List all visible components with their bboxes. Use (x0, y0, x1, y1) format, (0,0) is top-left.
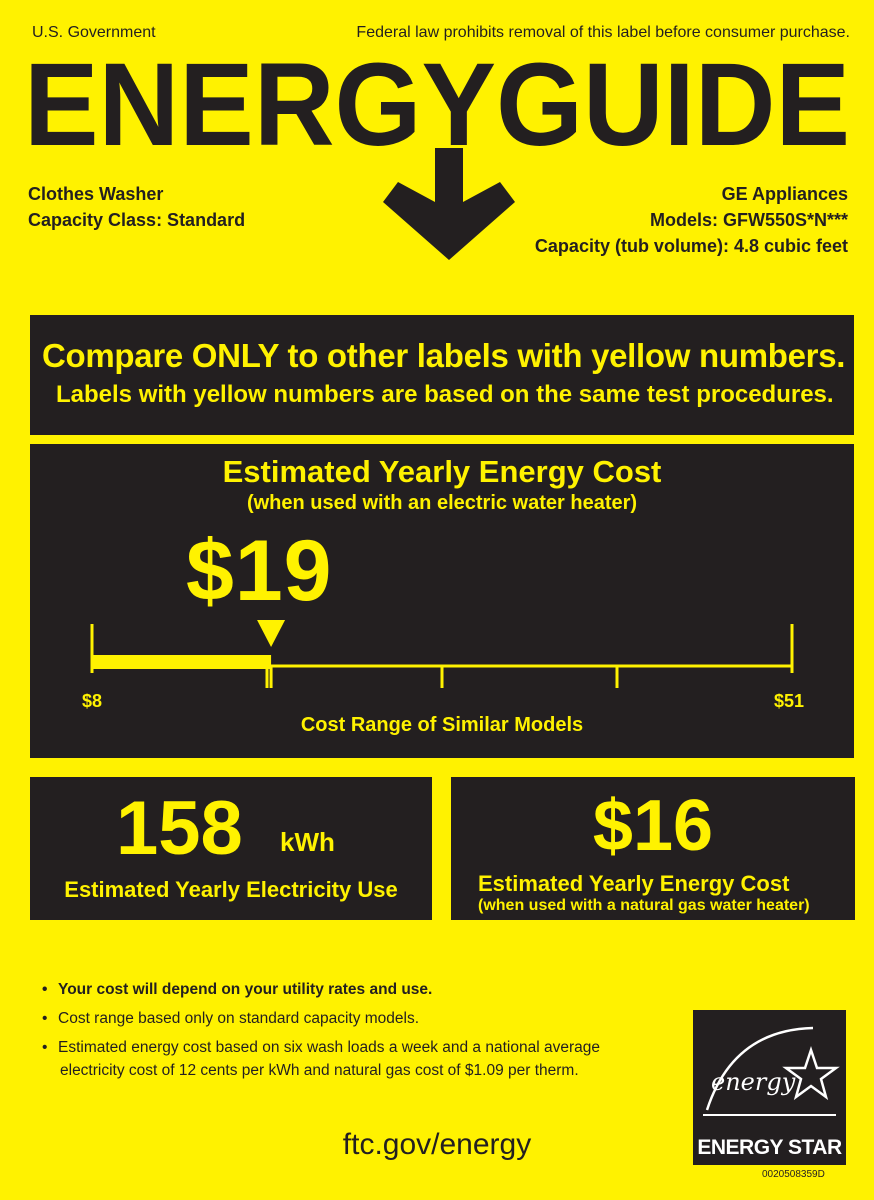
star-icon (782, 1046, 840, 1101)
note-text-3b: electricity cost of 12 cents per kWh and… (60, 1062, 579, 1079)
range-min-label: $8 (82, 691, 103, 711)
scale-fill-bar (92, 655, 272, 669)
gas-cost-value: $16 (592, 786, 714, 866)
energy-star-emblem-icon: energy (703, 1026, 840, 1116)
range-max-label: $51 (774, 691, 805, 711)
note-text-2: Cost range based only on standard capaci… (58, 1010, 420, 1027)
electricity-use-label: Estimated Yearly Electricity Use (64, 877, 398, 902)
down-arrow-icon (383, 148, 515, 260)
cost-marker-triangle (257, 620, 286, 647)
note-item: Cost range based only on standard capaci… (42, 1004, 642, 1033)
federal-notice: Federal law prohibits removal of this la… (356, 24, 850, 41)
electricity-use-panel: 158 kWh Estimated Yearly Electricity Use (30, 777, 432, 920)
notes-list: Your cost will depend on your utility ra… (42, 975, 642, 1062)
electric-cost-subtitle: (when used with an electric water heater… (246, 492, 638, 514)
manufacturer: GE Appliances (721, 184, 848, 204)
capacity-class: Capacity Class: Standard (28, 210, 246, 230)
energy-script-text: energy (711, 1068, 796, 1096)
model-numbers: Models: GFW550S*N*** (649, 210, 848, 230)
cost-range-scale (90, 620, 794, 688)
energyguide-logo: ENERGYGUIDE (24, 50, 850, 260)
compare-heading: Compare ONLY to other labels with yellow… (42, 337, 846, 374)
electric-cost-panel: Estimated Yearly Energy Cost (when used … (30, 444, 854, 758)
electric-cost-title: Estimated Yearly Energy Cost (222, 454, 662, 489)
gas-cost-subtitle: (when used with a natural gas water heat… (478, 897, 810, 914)
energy-star-logo: energy ENERGY STAR (693, 1010, 846, 1165)
electric-cost-value: $19 (186, 523, 333, 619)
tub-capacity: Capacity (tub volume): 4.8 cubic feet (534, 236, 848, 256)
compare-notice-panel: Compare ONLY to other labels with yellow… (30, 315, 854, 435)
note-text-3a: Estimated energy cost based on six wash … (58, 1039, 600, 1056)
gas-cost-label: Estimated Yearly Energy Cost (478, 871, 790, 896)
electricity-use-unit: kWh (280, 827, 335, 857)
electricity-use-value: 158 (116, 786, 243, 871)
ftc-url[interactable]: ftc.gov/energy (342, 1128, 532, 1161)
note-text-1: Your cost will depend on your utility ra… (58, 981, 433, 998)
gas-cost-panel: $16 Estimated Yearly Energy Cost (when u… (451, 777, 855, 920)
note-item: Estimated energy cost based on six wash … (42, 1033, 642, 1062)
government-label: U.S. Government (32, 24, 156, 41)
product-type: Clothes Washer (28, 184, 164, 204)
note-item: Your cost will depend on your utility ra… (42, 975, 642, 1004)
cost-range-caption: Cost Range of Similar Models (300, 714, 584, 736)
compare-subheading: Labels with yellow numbers are based on … (56, 381, 834, 408)
energy-star-label: ENERGY STAR (697, 1136, 842, 1159)
serial-number: 0020508359D (762, 1169, 825, 1180)
